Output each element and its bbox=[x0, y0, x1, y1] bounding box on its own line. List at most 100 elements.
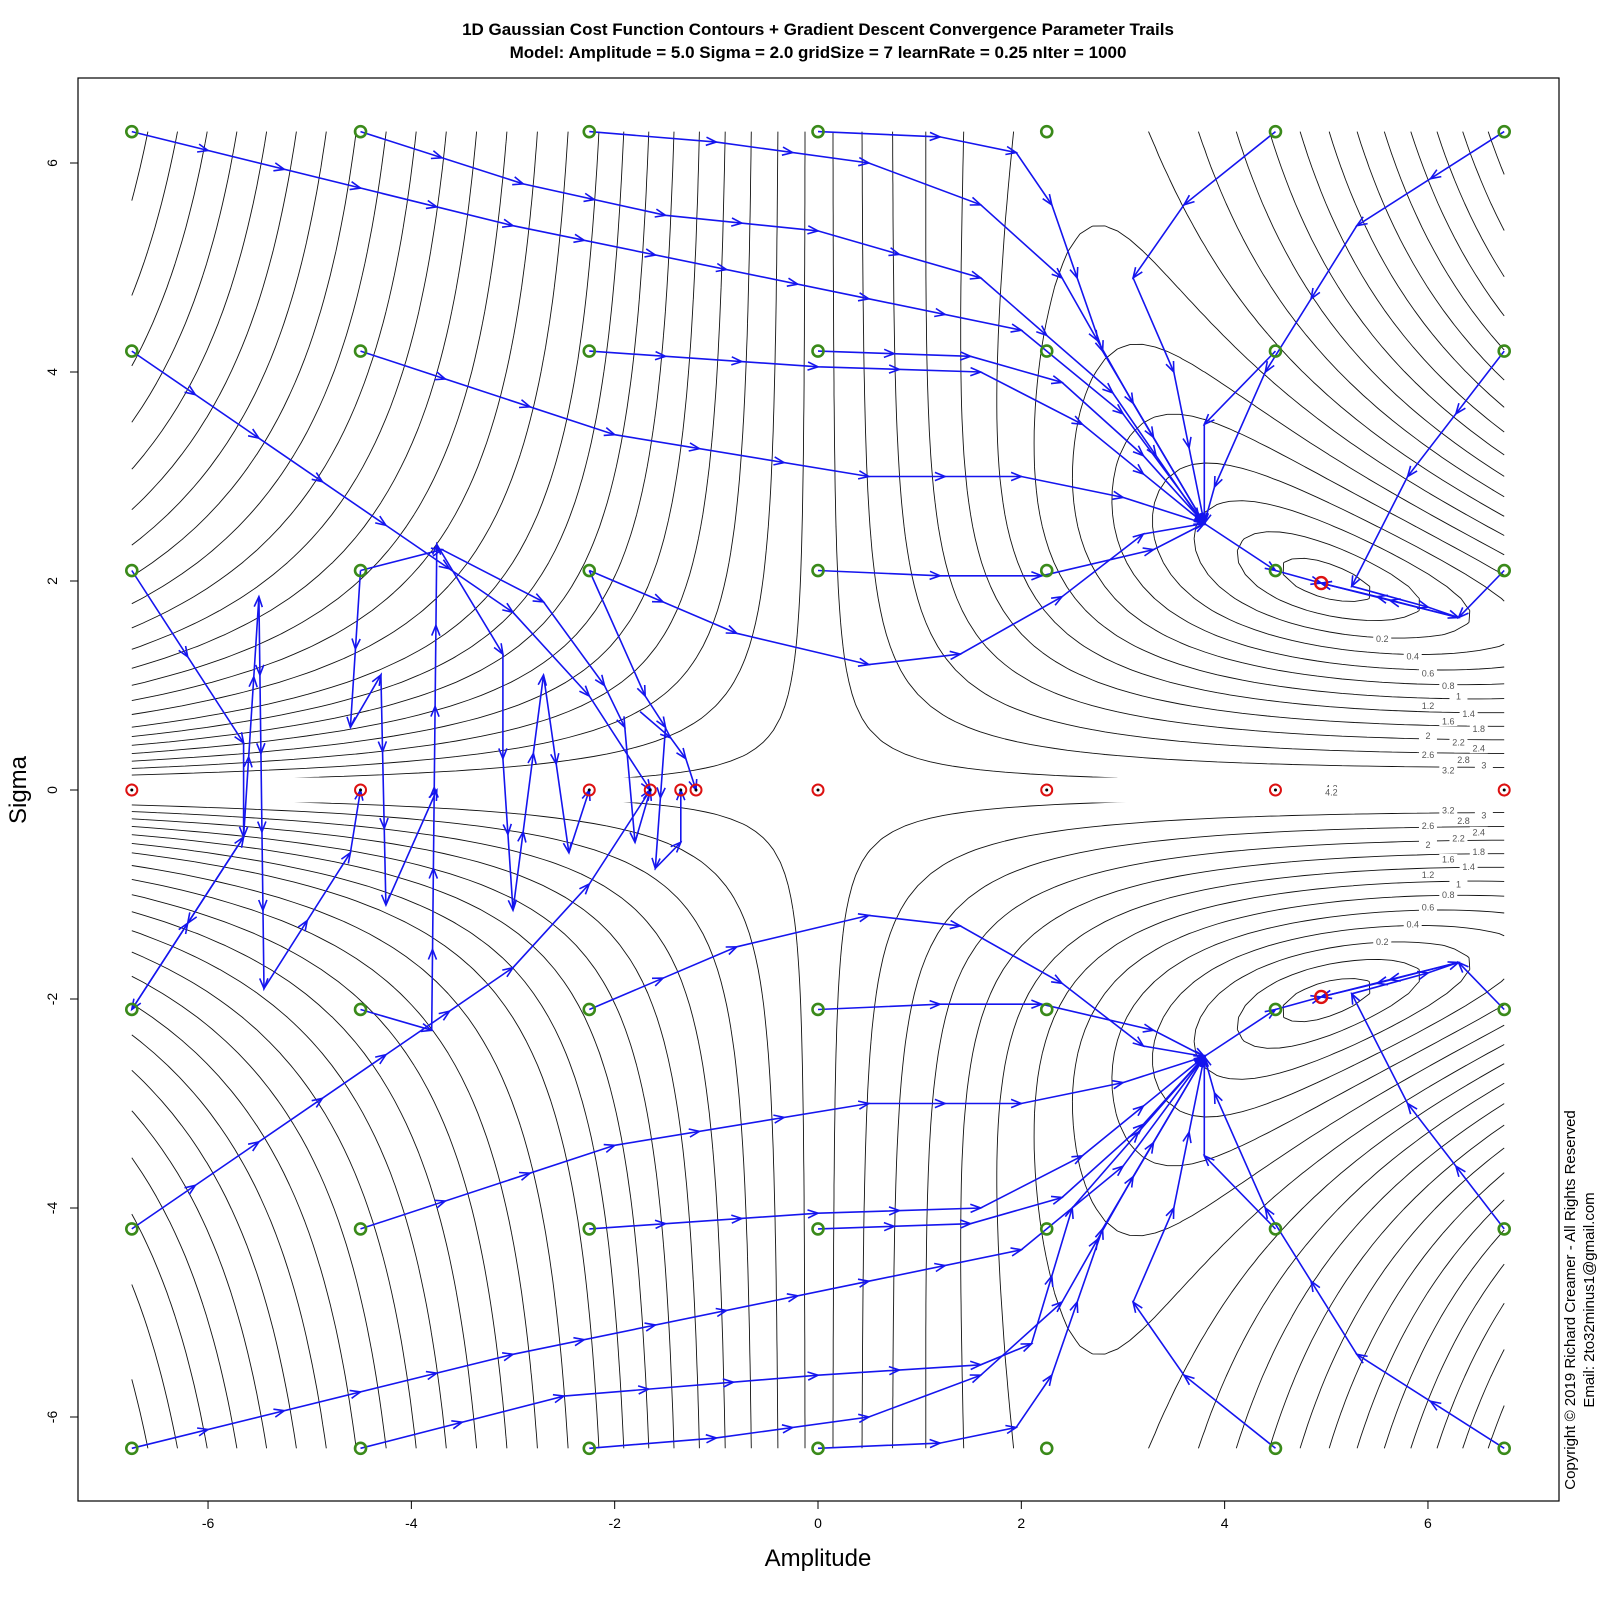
contour-label-bg bbox=[1418, 839, 1437, 850]
contour-level-labels: 0.20.20.40.40.60.60.80.8111.21.21.41.41.… bbox=[1322, 633, 1493, 947]
zero-sigma-end-marker bbox=[354, 783, 368, 797]
contour-label-bg bbox=[1373, 936, 1392, 947]
trail-arrowheads bbox=[651, 520, 1207, 667]
start-point-marker bbox=[582, 1222, 597, 1236]
contour-label-bg bbox=[1459, 861, 1478, 872]
zero-sigma-end-marker bbox=[125, 783, 139, 797]
zero-sigma-end-marker bbox=[689, 783, 703, 797]
contour-level-label: 1.6 bbox=[1442, 854, 1455, 864]
contour-label-bg bbox=[1418, 667, 1437, 678]
trail-arrowheads bbox=[636, 684, 686, 871]
contour-level-label: 2 bbox=[1425, 731, 1430, 741]
y-tick-label: 0 bbox=[44, 786, 60, 794]
contour-line bbox=[892, 131, 1505, 1449]
contour-label-bg bbox=[1469, 846, 1488, 857]
trail-arrowheads bbox=[1319, 960, 1469, 1000]
contour-label-bg bbox=[1439, 889, 1458, 900]
trail-arrowheads bbox=[178, 594, 364, 991]
zero-sigma-center-dot bbox=[1273, 788, 1277, 792]
contour-line bbox=[131, 131, 1505, 1449]
start-point-marker bbox=[1039, 1002, 1054, 1017]
contour-line bbox=[131, 131, 327, 1449]
start-point-marker bbox=[582, 344, 597, 358]
start-point-marker bbox=[1497, 344, 1512, 358]
contour-label-bg bbox=[1439, 716, 1458, 727]
trail-arrowheads bbox=[654, 350, 1206, 525]
contour-label-bg bbox=[1403, 918, 1422, 929]
contour-label-bg bbox=[1403, 651, 1422, 662]
contour-level-label: 0.2 bbox=[1376, 634, 1389, 644]
contour-level-label: 2.4 bbox=[1473, 827, 1486, 837]
start-point-marker bbox=[1268, 1002, 1283, 1017]
y-tick-label: 6 bbox=[44, 159, 60, 167]
contour-level-label: 2.4 bbox=[1473, 744, 1486, 754]
x-tick-label: 0 bbox=[814, 1515, 822, 1531]
start-point-marker bbox=[124, 1441, 139, 1456]
trail-arrowheads bbox=[1202, 1054, 1442, 1411]
contour-level-label: 2 bbox=[1425, 840, 1430, 850]
contour-line bbox=[131, 131, 650, 1449]
contour-label-bg bbox=[1469, 826, 1488, 837]
x-tick-label: 6 bbox=[1424, 1515, 1432, 1531]
start-point-marker bbox=[811, 1441, 825, 1456]
copyright-notice: Copyright © 2019 Richard Creamer - All R… bbox=[1562, 1110, 1579, 1490]
x-tick-label: -6 bbox=[202, 1515, 215, 1531]
contour-label-bg bbox=[1454, 754, 1473, 765]
contour-level-label: 1.6 bbox=[1442, 717, 1455, 727]
contour-line bbox=[131, 131, 447, 1449]
start-point-marker bbox=[582, 1441, 597, 1456]
trail-arrowheads bbox=[434, 1054, 1207, 1209]
contour-line bbox=[131, 131, 1505, 1449]
trail-line bbox=[639, 710, 697, 791]
contour-level-label: 1.2 bbox=[1422, 701, 1435, 711]
start-point-marker bbox=[811, 563, 825, 578]
start-point-marker bbox=[353, 124, 368, 139]
trail-line bbox=[817, 130, 1205, 524]
start-point-marker bbox=[1497, 1002, 1512, 1017]
trail-line bbox=[131, 596, 362, 1010]
contact-email: Email: 2to32minus1@gmail.com bbox=[1581, 1192, 1598, 1407]
trail-arrowheads bbox=[1131, 194, 1208, 526]
contour-line bbox=[131, 131, 387, 1449]
start-point-marker bbox=[124, 1222, 139, 1236]
contour-label-bg bbox=[1418, 730, 1437, 741]
trail-arrowheads bbox=[184, 385, 652, 792]
contour-label-bg bbox=[1469, 723, 1488, 734]
start-point-marker bbox=[353, 344, 368, 358]
trail-arrowheads bbox=[1131, 1054, 1208, 1386]
zero-sigma-center-dot bbox=[1045, 788, 1049, 792]
contour-level-label: 0.4 bbox=[1406, 919, 1419, 929]
zero-sigma-end-marker bbox=[1497, 783, 1511, 797]
contour-level-label: 1.2 bbox=[1422, 870, 1435, 880]
start-point-marker bbox=[124, 124, 139, 139]
start-point-marker bbox=[811, 1002, 825, 1017]
contour-level-label: 2.2 bbox=[1452, 737, 1465, 747]
zero-sigma-center-dot bbox=[694, 788, 698, 792]
trail-line bbox=[1321, 569, 1505, 619]
zero-sigma-center-dot bbox=[587, 788, 591, 792]
trail-arrowheads bbox=[1319, 580, 1469, 620]
contour-label-bg bbox=[1449, 833, 1468, 844]
trail-line bbox=[1321, 961, 1505, 1011]
contour-level-label: 3.2 bbox=[1442, 766, 1455, 776]
x-tick-label: -4 bbox=[405, 1515, 418, 1531]
contour-line bbox=[1282, 557, 1371, 1023]
trail-arrowheads bbox=[346, 638, 438, 908]
contour-line bbox=[925, 131, 1505, 1449]
contour-line bbox=[131, 131, 1505, 1449]
contour-label-bg bbox=[1474, 759, 1493, 770]
contour-label-bg bbox=[1449, 736, 1468, 747]
trail-arrowheads bbox=[434, 371, 1207, 526]
start-point-marker bbox=[1268, 344, 1283, 358]
contour-label-bg bbox=[1373, 633, 1392, 644]
contour-label-bg bbox=[1418, 749, 1437, 760]
contour-line bbox=[1152, 462, 1505, 1118]
start-point-marker bbox=[1497, 1441, 1512, 1456]
start-point-marker bbox=[124, 1002, 139, 1017]
contour-line bbox=[131, 131, 178, 1449]
contour-label-bg bbox=[1449, 690, 1468, 701]
trail-arrowheads bbox=[420, 542, 591, 1033]
x-tick-label: 2 bbox=[1017, 1515, 1025, 1531]
contour-label-bg bbox=[1439, 680, 1458, 691]
contour-label-bg bbox=[1418, 869, 1437, 880]
